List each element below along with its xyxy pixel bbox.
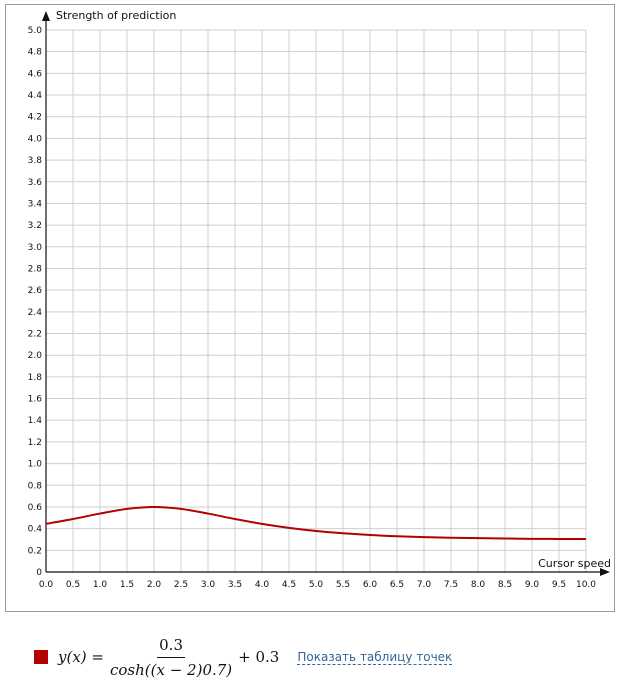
y-tick-label: 1.8 [28, 373, 43, 383]
x-tick-label: 2.0 [147, 580, 162, 590]
x-tick-label: 7.5 [444, 580, 458, 590]
axes [42, 11, 610, 576]
x-tick-label: 1.0 [93, 580, 108, 590]
formula: y(x) = 0.3 cosh((x − 2)0.7) + 0.3 [58, 636, 279, 679]
x-tick-label: 1.5 [120, 580, 134, 590]
x-tick-label: 2.5 [174, 580, 188, 590]
formula-denominator: cosh((x − 2)0.7) [109, 660, 233, 679]
y-tick-label: 2.4 [28, 308, 43, 318]
formula-numerator: 0.3 [157, 636, 185, 658]
y-tick-label: 3.4 [28, 199, 43, 209]
y-tick-label: 3.2 [28, 221, 42, 231]
x-tick-label: 4.0 [255, 580, 270, 590]
y-tick-label: 5.0 [28, 26, 43, 36]
y-tick-label: 4.0 [28, 134, 43, 144]
x-tick-label: 6.0 [363, 580, 378, 590]
x-tick-label: 5.0 [309, 580, 324, 590]
legend: y(x) = 0.3 cosh((x − 2)0.7) + 0.3 Показа… [34, 632, 453, 682]
x-tick-label: 9.0 [525, 580, 540, 590]
x-tick-label: 8.5 [498, 580, 512, 590]
y-tick-label: 0.8 [28, 481, 43, 491]
x-tick-label: 3.0 [201, 580, 216, 590]
y-tick-label: 3.0 [28, 243, 43, 253]
x-tick-label: 8.0 [471, 580, 486, 590]
y-tick-label: 0.6 [28, 503, 43, 513]
x-tick-label: 3.5 [228, 580, 242, 590]
y-tick-label: 4.2 [28, 113, 42, 123]
x-tick-label: 5.5 [336, 580, 350, 590]
y-tick-label: 1.2 [28, 438, 42, 448]
series-layer [45, 505, 587, 541]
y-tick-label: 1.0 [28, 460, 43, 470]
y-tick-label: 4.8 [28, 48, 43, 58]
chart-frame: 0.0 0.5 1.0 1.5 2.0 2.5 3.0 3.5 4.0 4.5 5.0 5.5 6.0 6… [5, 4, 615, 612]
y-tick-label: 0.4 [28, 525, 43, 535]
formula-tail: + 0.3 [238, 648, 280, 666]
x-tick-label: 7.0 [417, 580, 432, 590]
x-axis-title: Cursor speed [538, 557, 611, 570]
legend-swatch [34, 650, 48, 664]
y-tick-label: 1.4 [28, 416, 43, 426]
x-tick-label: 0.0 [39, 580, 54, 590]
formula-fraction: 0.3 cosh((x − 2)0.7) [110, 636, 232, 679]
y-tick-label: 2.6 [28, 286, 43, 296]
y-tick-label: 2.2 [28, 330, 42, 340]
x-tick-label: 9.5 [552, 580, 566, 590]
x-axis-arrow [600, 568, 610, 576]
y-tick-label: 2.0 [28, 351, 43, 361]
formula-lhs: y(x) = [58, 648, 104, 666]
y-tick-label: 1.6 [28, 395, 43, 405]
x-tick-label: 10.0 [576, 580, 596, 590]
x-tick-label: 6.5 [390, 580, 404, 590]
grid [46, 29, 587, 572]
tick-labels: 0.0 0.5 1.0 1.5 2.0 2.5 3.0 3.5 4.0 4.5 5.0 5.5 6.0 6… [28, 26, 597, 590]
x-tick-label: 0.5 [66, 580, 80, 590]
y-tick-label: 3.8 [28, 156, 43, 166]
y-tick-label: 2.8 [28, 264, 43, 274]
series-line [45, 505, 587, 541]
y-tick-label: 4.4 [28, 91, 43, 101]
y-tick-label: 3.6 [28, 178, 43, 188]
y-axis-arrow [42, 11, 50, 21]
x-tick-label: 4.5 [282, 580, 296, 590]
y-tick-label: 4.6 [28, 69, 43, 79]
show-points-table-link[interactable]: Показать таблицу точек [297, 649, 453, 665]
y-axis-title: Strength of prediction [56, 9, 176, 22]
chart: 0.0 0.5 1.0 1.5 2.0 2.5 3.0 3.5 4.0 4.5 5.0 5.5 6.0 6… [28, 9, 611, 590]
y-tick-label: 0 [36, 568, 42, 578]
y-tick-label: 0.2 [28, 546, 42, 556]
